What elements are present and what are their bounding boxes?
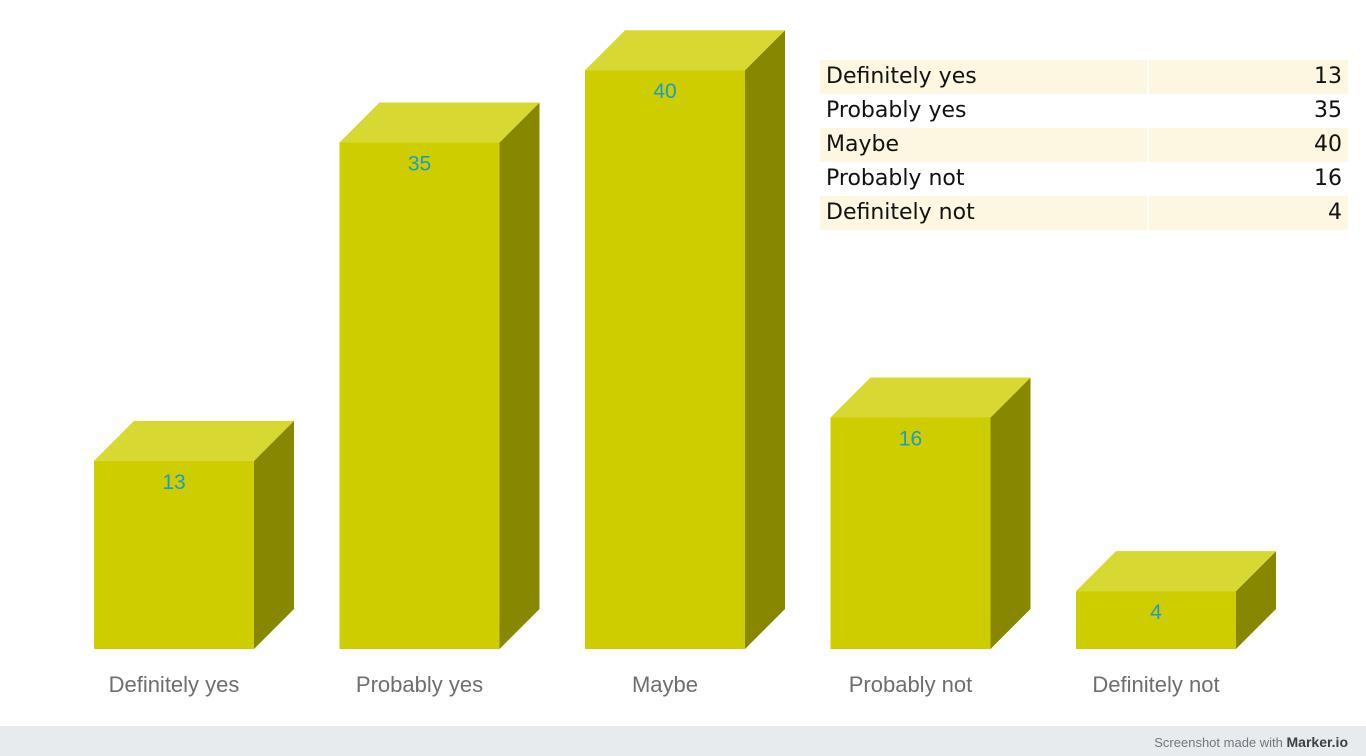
bar-side-face <box>499 102 540 650</box>
table-cell-category: Definitely yes <box>820 60 1149 94</box>
data-label: 16 <box>899 427 922 450</box>
bar-chart: 13 Definitely yes 35 Probably yes 40 Maybe 16 P… <box>94 30 1276 697</box>
table-cell-category: Probably yes <box>820 94 1149 128</box>
category-label: Definitely not <box>1092 672 1219 697</box>
table-row: Definitely not 4 <box>820 196 1348 230</box>
bar-front-face <box>1076 591 1236 649</box>
footer-bar: Screenshot made with Marker.io <box>0 726 1366 756</box>
bar-front-face <box>339 142 500 650</box>
category-label: Maybe <box>632 672 698 697</box>
table-cell-category: Probably not <box>820 162 1149 196</box>
table-row: Maybe 40 <box>820 128 1348 162</box>
table-cell-value: 4 <box>1149 196 1348 230</box>
bar-front-face <box>585 70 745 649</box>
footer-prefix: Screenshot made with <box>1154 735 1283 750</box>
table-row: Probably not 16 <box>820 162 1348 196</box>
bar-side-face <box>1236 551 1276 649</box>
table-cell-value: 40 <box>1149 128 1348 162</box>
category-label: Probably yes <box>356 672 483 697</box>
data-label: 35 <box>408 153 431 176</box>
bar-side-face <box>254 420 294 649</box>
data-table: Definitely yes 13 Probably yes 35 Maybe … <box>820 60 1348 230</box>
table-row: Definitely yes 13 <box>820 60 1348 94</box>
table-cell-value: 13 <box>1149 60 1348 94</box>
bar-top-face <box>585 30 785 71</box>
table-cell-category: Maybe <box>820 128 1149 162</box>
bar-top-face <box>1076 551 1276 592</box>
data-label: 4 <box>1150 601 1162 624</box>
footer-brand: Marker.io <box>1286 734 1348 750</box>
table-cell-value: 16 <box>1314 166 1342 191</box>
bar-1 <box>94 420 294 649</box>
bar-2 <box>339 102 540 650</box>
bar-top-face <box>339 102 540 143</box>
data-label: 40 <box>653 80 676 103</box>
bar-side-face <box>745 30 785 649</box>
bar-top-face <box>830 377 1031 418</box>
table-cell-category: Definitely not <box>820 196 1149 230</box>
bar-front-face <box>830 417 991 649</box>
bar-front-face <box>94 460 254 649</box>
bar-4 <box>830 377 1031 649</box>
bar-5 <box>1076 551 1276 649</box>
category-label: Definitely yes <box>109 672 240 697</box>
table-cell-value: 35 <box>1314 98 1342 123</box>
bar-top-face <box>94 420 294 461</box>
category-label: Probably not <box>849 672 973 697</box>
data-label: 13 <box>162 471 185 494</box>
table-row: Probably yes 35 <box>820 94 1348 128</box>
footer-credit: Screenshot made with Marker.io <box>1154 734 1348 750</box>
bar-side-face <box>990 377 1031 649</box>
bar-3 <box>585 30 785 649</box>
